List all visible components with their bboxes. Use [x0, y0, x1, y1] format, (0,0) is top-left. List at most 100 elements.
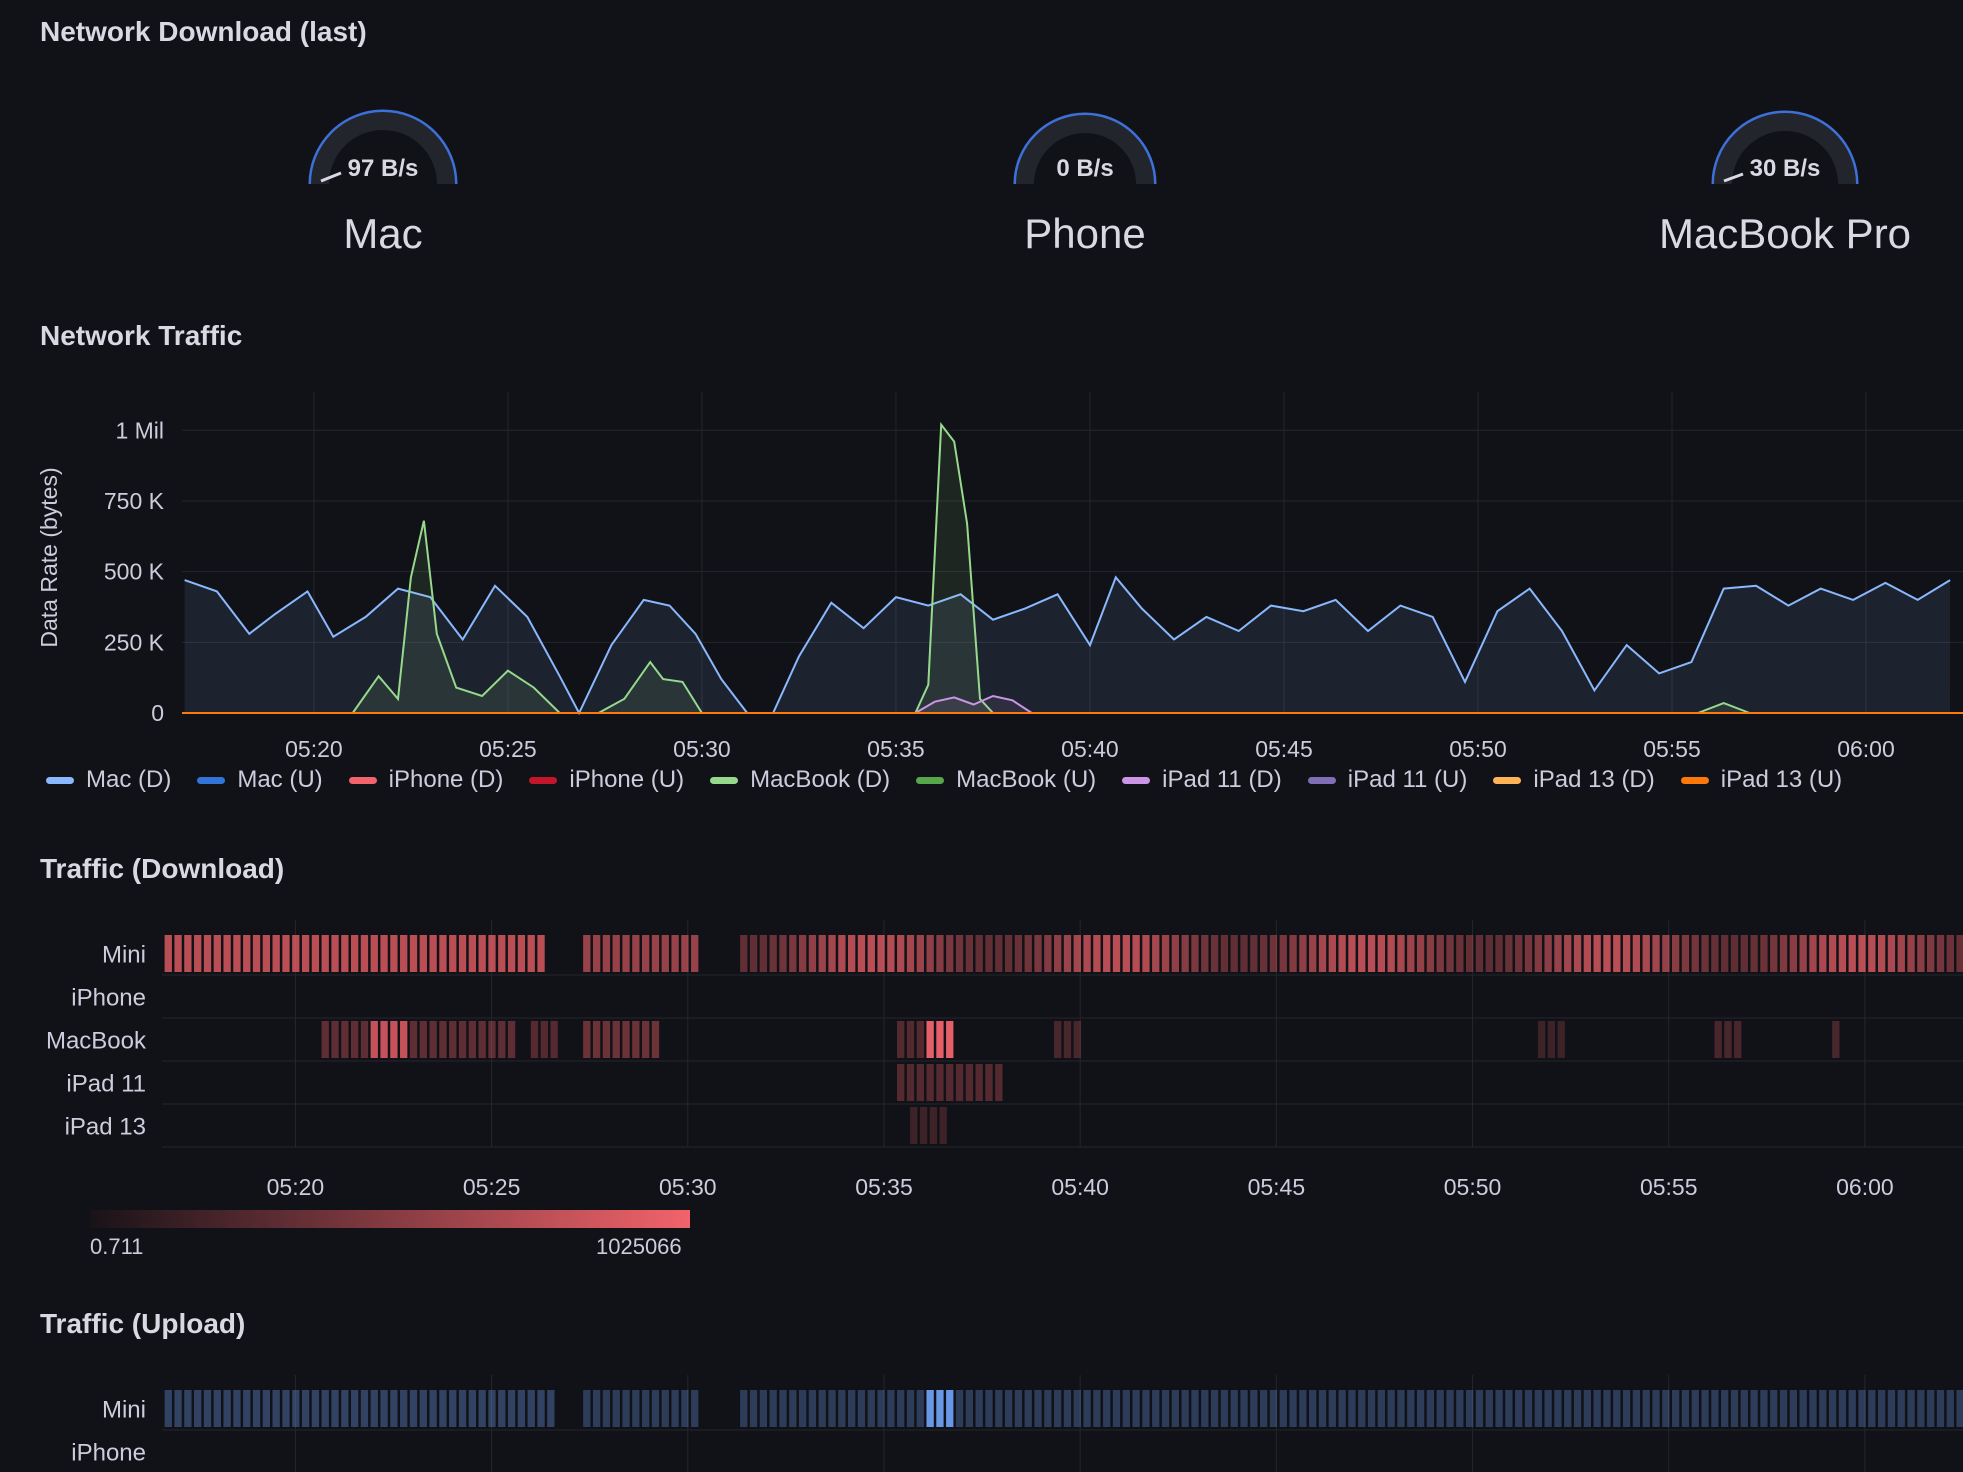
heatmap-cell: [1848, 935, 1856, 972]
x-tick-label: 05:35: [855, 1174, 913, 1195]
legend-item[interactable]: MacBook (U): [916, 766, 1096, 794]
heatmap-cell: [1515, 935, 1523, 972]
heatmap-cell: [1809, 935, 1817, 972]
heatmap-cell: [975, 935, 983, 972]
heatmap-cell: [1407, 1390, 1415, 1427]
heatmap-cell: [292, 1390, 300, 1427]
heatmap-cell: [1112, 1390, 1121, 1427]
heatmap-cell: [507, 935, 516, 972]
x-tick-label: 05:55: [1643, 736, 1701, 762]
heatmap-cell: [1897, 935, 1905, 972]
legend-label: iPhone (D): [388, 766, 504, 793]
heatmap-cell: [946, 1390, 954, 1427]
legend-item[interactable]: iPad 11 (U): [1307, 766, 1467, 794]
heatmap-cell: [1083, 1390, 1091, 1427]
network-traffic-chart[interactable]: 1 Mil 750 K 500 K 250 K 0 05:20 05:25 05:30 05:3…: [0, 390, 1963, 765]
gauge-dial: [1013, 112, 1157, 185]
heatmap-cell: [390, 1390, 398, 1427]
heatmap-cell: [1456, 935, 1464, 972]
heatmap-cell: [1770, 935, 1778, 972]
heatmap-cell: [916, 1390, 924, 1427]
heatmap-cell: [1681, 1390, 1690, 1427]
heatmap-cell: [409, 935, 418, 972]
heatmap-cell: [478, 935, 486, 972]
legend-item[interactable]: Mac (U): [197, 766, 323, 794]
download-heatmap[interactable]: 05:20 05:25 05:30 05:35 05:40 05:45 05:50 05:55…: [0, 920, 1963, 1195]
heatmap-cell: [1191, 1390, 1199, 1427]
heatmap-cell: [1142, 935, 1150, 972]
heatmap-cell: [1956, 935, 1963, 972]
heatmap-cell: [1740, 935, 1748, 972]
heatmap-cell: [1554, 1390, 1562, 1427]
heatmap-cell: [671, 935, 679, 972]
heatmap-cell: [965, 935, 974, 972]
heatmap-cell: [1779, 935, 1788, 972]
heatmap-cell: [233, 935, 241, 972]
heatmap-row-label: Mini: [102, 1397, 146, 1424]
legend-item[interactable]: iPad 13 (U): [1680, 766, 1842, 794]
heatmap-cell: [1210, 1390, 1219, 1427]
heatmap-cell: [1053, 1390, 1062, 1427]
heatmap-cell: [1887, 1390, 1896, 1427]
series-line: [351, 421, 1750, 714]
heatmap-cell: [400, 935, 408, 972]
legend-item[interactable]: Mac (D): [46, 766, 171, 794]
heatmap-cell: [1534, 1390, 1542, 1427]
heatmap-cell: [174, 1390, 182, 1427]
heatmap-cell: [223, 935, 231, 972]
x-tick-label: 05:25: [463, 1174, 521, 1195]
heatmap-cell: [223, 1390, 231, 1427]
heatmap-cell: [838, 935, 846, 972]
heatmap-cell: [174, 935, 182, 972]
heatmap-cell: [1564, 935, 1572, 972]
heatmap-cell: [1220, 935, 1229, 972]
x-tick-label: 06:00: [1836, 1174, 1894, 1195]
heatmap-cell: [1328, 1390, 1336, 1427]
heatmap-cell: [955, 1390, 964, 1427]
heatmap-cell: [370, 935, 378, 972]
heatmap-cell: [1358, 935, 1366, 972]
heatmap-cell: [1554, 935, 1562, 972]
heatmap-cell: [243, 1390, 251, 1427]
heatmap-cell: [360, 1390, 369, 1427]
heatmap-cell: [1537, 1021, 1546, 1058]
heatmap-cell: [1456, 1390, 1464, 1427]
x-tick-label: 05:45: [1255, 736, 1313, 762]
heatmap-color-scale: [90, 1210, 690, 1228]
heatmap-cell: [857, 935, 866, 972]
heatmap-cell: [1515, 1390, 1523, 1427]
heatmap-cell: [350, 935, 359, 972]
legend-item[interactable]: iPhone (U): [529, 766, 684, 794]
upload-heatmap[interactable]: Mini iPhone: [0, 1375, 1963, 1472]
heatmap-cell: [828, 935, 836, 972]
heatmap-cell: [1858, 935, 1866, 972]
heatmap-cell: [458, 1390, 467, 1427]
legend-item[interactable]: iPhone (D): [348, 766, 504, 794]
legend-item[interactable]: MacBook (D): [710, 766, 890, 794]
heatmap-cell: [194, 1390, 202, 1427]
heatmap-cell: [419, 935, 427, 972]
heatmap-cell: [632, 935, 640, 972]
heatmap-cell: [1024, 1390, 1032, 1427]
heatmap-cell: [1557, 1021, 1565, 1058]
heatmap-cell: [1073, 1021, 1081, 1058]
legend-item[interactable]: iPad 13 (D): [1493, 766, 1655, 794]
heatmap-cell: [1613, 935, 1621, 972]
legend-item[interactable]: iPad 11 (D): [1122, 766, 1282, 794]
gauge-name: Phone: [1024, 210, 1146, 257]
heatmap-row-label: iPad 13: [65, 1114, 146, 1141]
heatmap-cell: [1436, 1390, 1444, 1427]
heatmap-cell: [1181, 935, 1189, 972]
heatmap-cell: [468, 1021, 477, 1058]
heatmap-cell: [1671, 935, 1680, 972]
heatmap-cell: [390, 1021, 398, 1058]
heatmap-cell: [592, 1021, 601, 1058]
heatmap-cell: [1760, 935, 1768, 972]
heatmap-cell: [946, 1064, 954, 1101]
heatmap-cell: [292, 935, 300, 972]
heatmap-cell: [1603, 1390, 1611, 1427]
heatmap-cell: [1465, 1390, 1474, 1427]
heatmap-cell: [488, 935, 496, 972]
heatmap-cell: [1387, 1390, 1395, 1427]
heatmap-cell: [1416, 1390, 1425, 1427]
